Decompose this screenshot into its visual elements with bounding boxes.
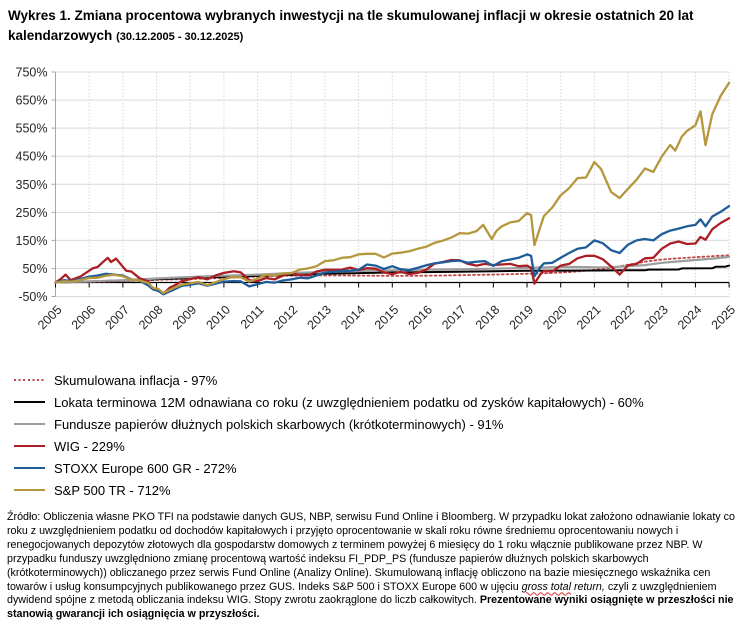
x-axis-label: 2015	[372, 303, 402, 333]
source-note-text: Źródło: Obliczenia własne PKO TFI na pod…	[7, 511, 735, 593]
legend-item-sp500: S&P 500 TR - 712%	[14, 479, 750, 501]
x-axis-label: 2023	[641, 303, 671, 333]
legend-swatch-inflacja	[14, 379, 45, 381]
source-note-squiggle-text: gross total	[521, 580, 571, 593]
chart-title-text: Wykres 1. Zmiana procentowa wybranych in…	[8, 8, 694, 43]
y-axis-label: 550%	[16, 122, 48, 136]
legend-label-lokata: Lokata terminowa 12M odnawiana co roku (…	[54, 394, 644, 410]
x-axis-label: 2021	[574, 303, 604, 333]
x-axis-label: 2019	[507, 303, 537, 333]
legend-swatch-stoxx	[14, 466, 45, 470]
legend-item-lokata: Lokata terminowa 12M odnawiana co roku (…	[14, 391, 750, 413]
x-axis-label: 2010	[203, 303, 233, 333]
series-line-wig	[54, 217, 731, 295]
legend-swatch-sp500	[14, 488, 45, 492]
x-axis-label: 2017	[439, 303, 469, 333]
legend-item-inflacja: Skumulowana inflacja - 97%	[14, 369, 750, 391]
y-axis-label: 150%	[16, 234, 48, 248]
legend-label-fundusze: Fundusze papierów dłużnych polskich skar…	[54, 416, 504, 432]
x-axis-label: 2007	[102, 303, 132, 333]
x-axis-label: 2011	[238, 303, 267, 332]
source-note: Źródło: Obliczenia własne PKO TFI na pod…	[7, 511, 751, 622]
x-axis-label: 2024	[675, 303, 705, 333]
source-note-text2: czyli z uwzględnieniem dywidend spójne z…	[7, 580, 717, 607]
x-axis-label: 2006	[69, 303, 99, 333]
x-axis-label: 2014	[338, 303, 368, 333]
legend-label-wig: WIG - 229%	[54, 438, 125, 454]
y-axis-label: 650%	[16, 94, 48, 108]
x-axis-label: 2016	[406, 303, 436, 333]
legend-swatch-wig	[14, 444, 45, 448]
disclaimer-bold: Prezentowane wyniki osiągnięte w przeszł…	[7, 594, 734, 621]
chart-title-period: (30.12.2005 - 30.12.2025)	[116, 30, 244, 43]
x-axis-label: 2025	[709, 303, 739, 333]
x-axis-label: 2008	[136, 303, 166, 333]
series-line-fundusze	[54, 255, 731, 284]
legend-swatch-lokata	[14, 401, 45, 403]
legend-swatch-fundusze	[14, 422, 45, 426]
series-line-stoxx	[54, 204, 731, 296]
source-note-italic-rest: return,	[570, 580, 605, 593]
x-axis-label: 2022	[608, 303, 638, 333]
y-axis-label: 350%	[16, 178, 48, 192]
y-axis-label: -50%	[18, 290, 47, 304]
x-axis-label: 2009	[170, 303, 200, 333]
series-line-sp500	[54, 81, 731, 295]
chart-legend: Skumulowana inflacja - 97% Lokata termino…	[14, 369, 750, 501]
y-axis-label: 50%	[22, 262, 47, 276]
legend-label-inflacja: Skumulowana inflacja - 97%	[54, 372, 218, 388]
x-axis-label: 2005	[35, 303, 65, 333]
x-axis-label: 2013	[304, 303, 334, 333]
x-axis-label: 2012	[271, 303, 301, 333]
y-axis-label: 450%	[16, 150, 48, 164]
line-chart: -50%50%150%250%350%450%550%650%750%2005 2…	[16, 66, 739, 333]
legend-item-fundusze: Fundusze papierów dłużnych polskich skar…	[14, 413, 750, 435]
legend-item-wig: WIG - 229%	[14, 435, 750, 457]
y-axis-label: 250%	[16, 206, 48, 220]
source-note-italic: gross total return,	[522, 581, 605, 593]
x-axis-label: 2020	[540, 303, 570, 333]
chart-title: Wykres 1. Zmiana procentowa wybranych in…	[8, 6, 750, 46]
legend-label-sp500: S&P 500 TR - 712%	[54, 482, 171, 498]
legend-item-stoxx: STOXX Europe 600 GR - 272%	[14, 457, 750, 479]
legend-label-stoxx: STOXX Europe 600 GR - 272%	[54, 460, 237, 476]
y-axis-label: 750%	[16, 66, 48, 80]
x-axis-label: 2018	[473, 303, 503, 333]
